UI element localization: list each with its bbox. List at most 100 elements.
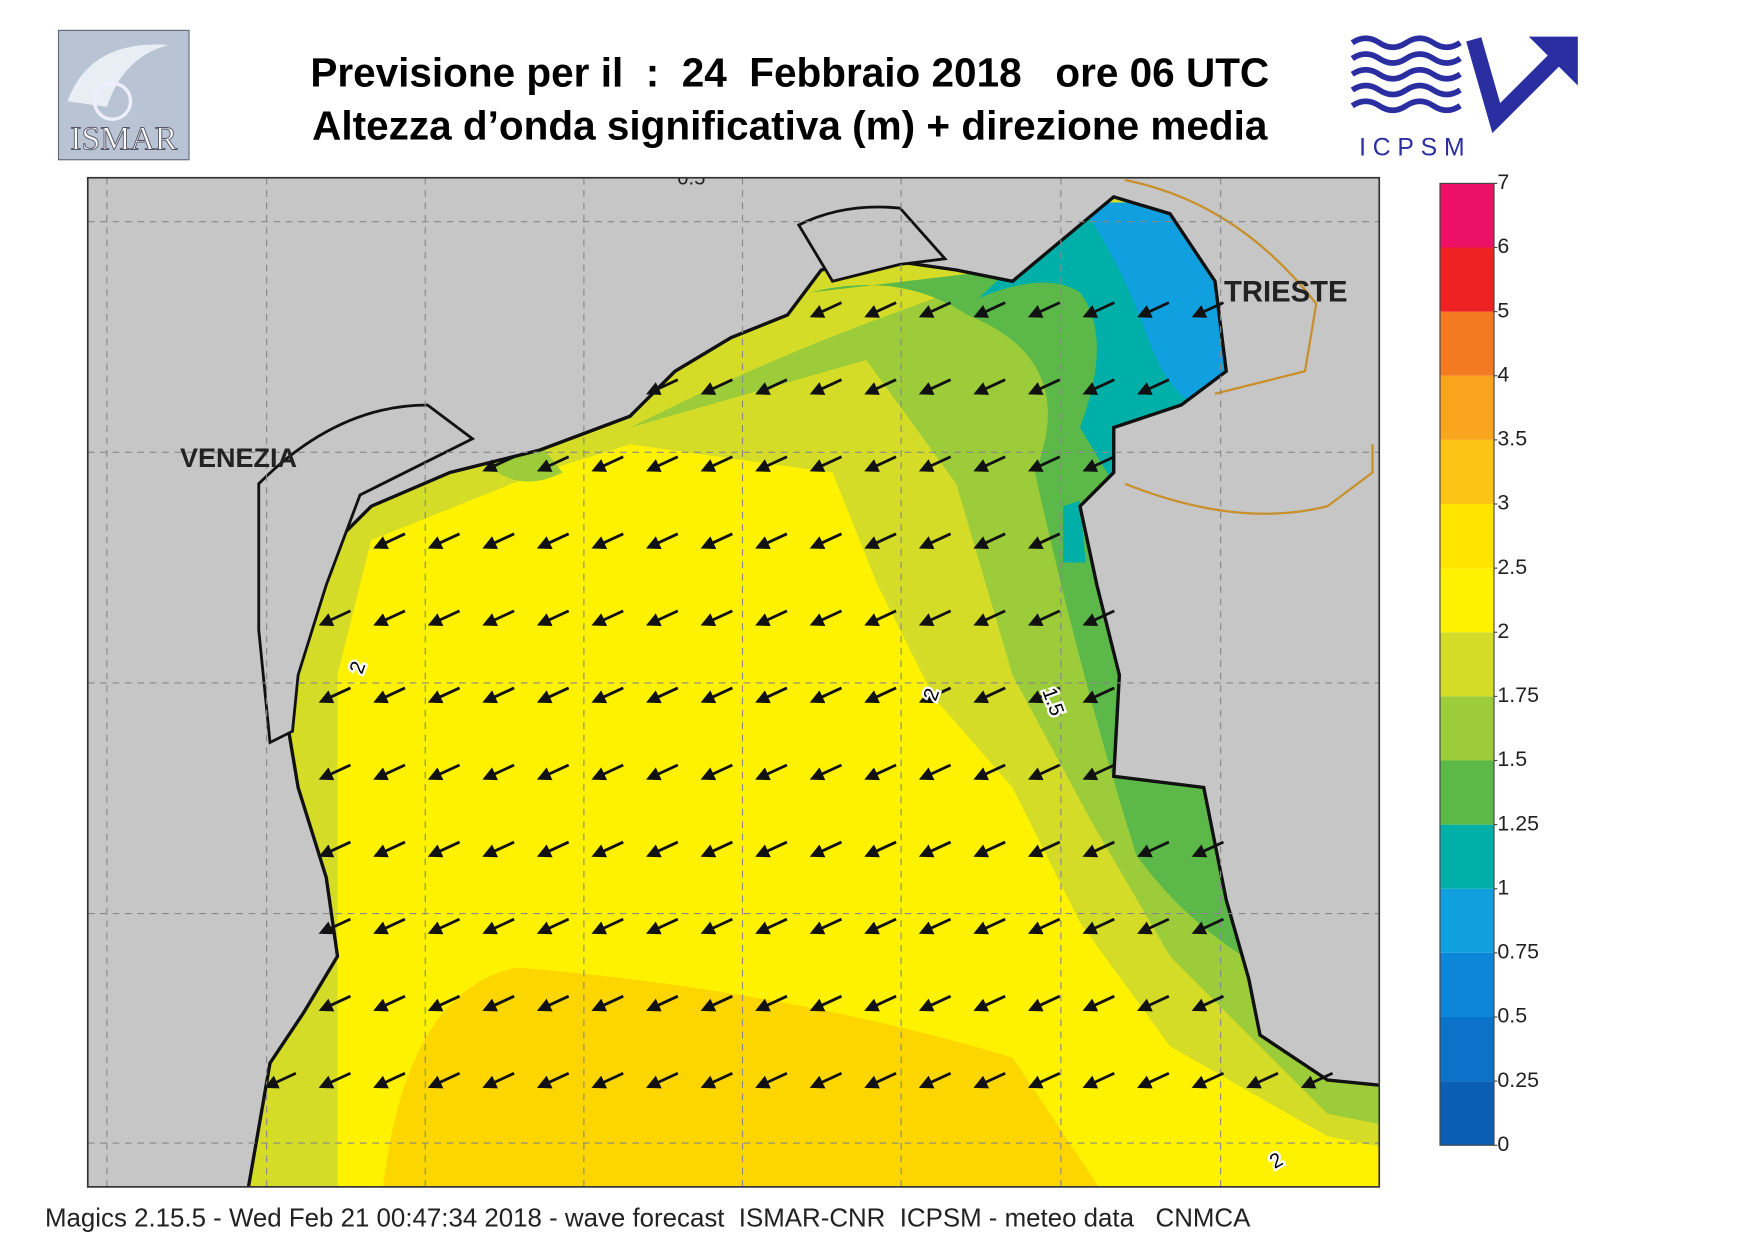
wave-arrow xyxy=(318,609,352,627)
map-frame xyxy=(86,176,1381,1188)
wave-arrow xyxy=(1082,763,1115,781)
wave-arrow xyxy=(373,994,406,1012)
wave-arrow xyxy=(591,1071,624,1089)
wave-arrow xyxy=(591,455,624,472)
wave-arrow xyxy=(809,1071,843,1089)
contour-label: 0.5 xyxy=(677,168,705,190)
colorbar-segment xyxy=(1440,183,1494,248)
wave-arrow xyxy=(482,994,515,1012)
colorbar-segment xyxy=(1440,311,1494,376)
wave-arrow xyxy=(373,917,406,935)
logo-text: ISMAR xyxy=(70,121,177,158)
wave-arrow xyxy=(373,609,406,627)
wave-arrow xyxy=(755,532,788,549)
wave-arrow xyxy=(646,840,679,858)
wave-arrow xyxy=(809,686,843,704)
wave-arrow xyxy=(482,840,515,858)
wave-arrow xyxy=(536,763,570,781)
place-label: VENEZIA xyxy=(180,443,297,473)
wave-arrow xyxy=(646,609,679,627)
wave-arrow xyxy=(427,763,461,781)
wave-arrow xyxy=(809,532,843,549)
wave-arrow xyxy=(482,917,515,935)
wave-arrow xyxy=(755,994,788,1012)
wave-arrow xyxy=(264,1071,297,1089)
wave-arrow xyxy=(1191,917,1225,935)
wave-arrow xyxy=(1082,301,1115,318)
colorbar-label: 0.25 xyxy=(1497,1068,1539,1092)
wave-arrow xyxy=(1082,917,1115,935)
wave-arrow xyxy=(918,686,952,704)
wave-arrow xyxy=(809,994,843,1012)
wave-arrow xyxy=(864,378,897,395)
wave-arrow xyxy=(864,301,897,318)
wave-arrow xyxy=(1082,378,1115,395)
wave-arrow xyxy=(809,378,843,395)
wave-arrow xyxy=(755,378,788,395)
wave-arrow xyxy=(1082,609,1115,627)
wave-arrow xyxy=(973,455,1006,472)
wave-arrow xyxy=(809,917,843,935)
wave-arrow xyxy=(1027,609,1061,627)
wave-arrow xyxy=(591,917,624,935)
wave-arrow xyxy=(1027,840,1061,858)
wave-arrow xyxy=(1082,455,1115,472)
colorbar-label: 0 xyxy=(1497,1132,1509,1156)
wave-arrow xyxy=(700,1071,733,1089)
wave-arrow xyxy=(700,609,733,627)
colorbar-label: 5 xyxy=(1497,298,1509,322)
wave-arrow xyxy=(918,609,952,627)
wave-arrow xyxy=(700,455,733,472)
wave-arrow xyxy=(482,1071,515,1089)
wave-arrow xyxy=(373,532,406,549)
wave-arrow xyxy=(1082,686,1115,704)
wave-arrow xyxy=(536,455,570,472)
wave-arrow xyxy=(427,532,461,549)
wave-arrow xyxy=(1027,917,1061,935)
wave-arrow xyxy=(591,994,624,1012)
wave-arrow xyxy=(373,763,406,781)
wave-arrow xyxy=(427,994,461,1012)
icpsm-logo: ICPSM xyxy=(1350,35,1578,161)
colorbar-segment xyxy=(1440,696,1494,761)
wave-arrow xyxy=(482,532,515,549)
wave-arrow xyxy=(809,609,843,627)
wave-arrow xyxy=(864,994,897,1012)
wave-arrow xyxy=(700,994,733,1012)
wave-arrow xyxy=(591,609,624,627)
wave-arrow xyxy=(973,686,1006,704)
colorbar-segment xyxy=(1440,888,1494,953)
colorbar-segment xyxy=(1440,632,1494,697)
wave-arrow xyxy=(918,994,952,1012)
wave-arrow xyxy=(1300,1071,1334,1089)
wave-arrow xyxy=(482,763,515,781)
colorbar-segment xyxy=(1440,1081,1494,1146)
wave-arrow xyxy=(646,763,679,781)
wave-arrow xyxy=(1246,1071,1279,1089)
wave-arrow xyxy=(1191,994,1225,1012)
wave-arrow xyxy=(864,686,897,704)
wave-arrow xyxy=(427,1071,461,1089)
wave-arrow xyxy=(482,609,515,627)
wave-arrow xyxy=(918,532,952,549)
wave-arrow xyxy=(700,686,733,704)
colorbar-segment xyxy=(1440,375,1494,440)
wave-arrow xyxy=(591,532,624,549)
wave-arrow xyxy=(1027,763,1061,781)
wave-arrow xyxy=(755,840,788,858)
wave-arrow xyxy=(918,378,952,395)
colorbar-label: 1.5 xyxy=(1497,747,1527,771)
colorbar-segment xyxy=(1440,1017,1494,1082)
colorbar: 0 0.25 0.5 0.75 1 1.25 1.5 1.75 2 2.5 3 3.5 4 5 6 7 xyxy=(1439,170,1539,1156)
wave-arrow xyxy=(1191,840,1225,858)
wave-arrow xyxy=(373,840,406,858)
wave-arrow xyxy=(918,840,952,858)
wave-arrow xyxy=(973,840,1006,858)
wave-arrow xyxy=(1137,301,1170,318)
wave-arrow xyxy=(591,686,624,704)
colorbar-segment xyxy=(1440,568,1494,633)
wave-arrow xyxy=(755,917,788,935)
colorbar-segment xyxy=(1440,504,1494,569)
wave-arrow xyxy=(1027,532,1061,549)
